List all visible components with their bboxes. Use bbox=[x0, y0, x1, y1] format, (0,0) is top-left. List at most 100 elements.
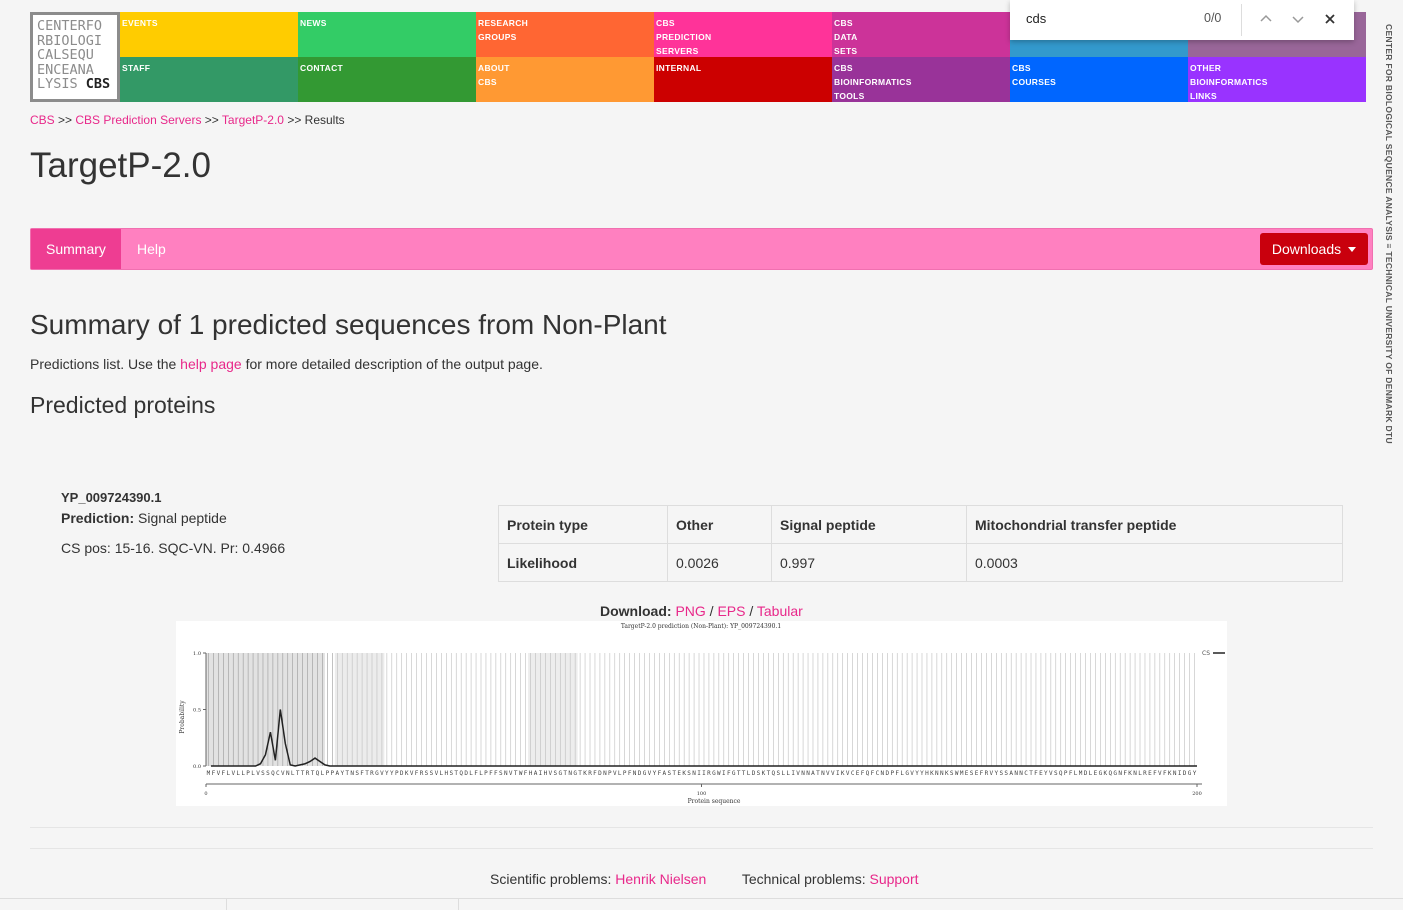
sequence-residue: N bbox=[692, 770, 696, 777]
sequence-residue: E bbox=[1039, 770, 1043, 777]
table-row-label: Likelihood bbox=[498, 543, 668, 582]
sequence-residue: F bbox=[474, 770, 478, 777]
find-divider bbox=[1241, 4, 1242, 36]
download-links: Download: PNG / EPS / Tabular bbox=[600, 603, 803, 619]
sequence-residue: S bbox=[266, 770, 270, 777]
sequence-residue: L bbox=[226, 770, 230, 777]
menu-tile-news[interactable]: News bbox=[298, 12, 476, 57]
sequence-residue: T bbox=[311, 770, 315, 777]
sequence-residue: L bbox=[781, 770, 785, 777]
find-previous-button[interactable] bbox=[1253, 6, 1279, 32]
sequence-residue: K bbox=[583, 770, 587, 777]
intro-text-before: Predictions list. Use the bbox=[30, 356, 181, 372]
table-cell: 0.0003 bbox=[966, 543, 1343, 582]
sequence-residue: D bbox=[638, 770, 642, 777]
find-next-button[interactable] bbox=[1285, 6, 1311, 32]
sequence-residue: F bbox=[1123, 770, 1127, 777]
sequence-residue: K bbox=[682, 770, 686, 777]
sequence-residue: R bbox=[588, 770, 592, 777]
tab-summary[interactable]: Summary bbox=[31, 229, 121, 269]
cbs-logo[interactable]: CENTERFO RBIOLOGI CALSEQU ENCEANA LYSIS … bbox=[30, 12, 120, 102]
breadcrumb-link-targetp[interactable]: TargetP-2.0 bbox=[221, 113, 284, 127]
breadcrumb-separator: >> bbox=[287, 113, 302, 127]
download-png-link[interactable]: PNG bbox=[675, 603, 706, 619]
sequence-residue: I bbox=[697, 770, 701, 777]
sequence-residue: L bbox=[251, 770, 255, 777]
sequence-residue: N bbox=[286, 770, 290, 777]
sequence-residue: G bbox=[573, 770, 577, 777]
chevron-up-icon bbox=[1260, 14, 1272, 22]
sequence-residue: P bbox=[331, 770, 335, 777]
breadcrumb-link-prediction-servers[interactable]: CBS Prediction Servers bbox=[75, 113, 202, 127]
logo-line: ENCEANA bbox=[37, 61, 94, 78]
table-header-cell: Mitochondrial transfer peptide bbox=[966, 505, 1343, 544]
menu-tile-courses[interactable]: CBS Courses bbox=[1010, 57, 1188, 102]
sequence-residue: T bbox=[767, 770, 771, 777]
y-axis-label: Probability bbox=[179, 700, 186, 734]
intro-text: Predictions list. Use the help page for … bbox=[30, 356, 543, 372]
sequence-residue: T bbox=[345, 770, 349, 777]
sequence-residue: N bbox=[1133, 770, 1137, 777]
sequence-residue: Y bbox=[390, 770, 394, 777]
sequence-residue: F bbox=[1163, 770, 1167, 777]
sequence-residue: K bbox=[1128, 770, 1132, 777]
footer: Scientific problems: Henrik Nielsen Tech… bbox=[490, 871, 919, 887]
menu-tile-prediction-servers[interactable]: CBS Prediction Servers bbox=[654, 12, 832, 57]
tab-help[interactable]: Help bbox=[137, 241, 166, 257]
menu-tile-contact[interactable]: Contact bbox=[298, 57, 476, 102]
breadcrumb-link-cbs[interactable]: CBS bbox=[30, 113, 55, 127]
sequence-residue: C bbox=[851, 770, 855, 777]
sequence-residue: V bbox=[256, 770, 260, 777]
find-close-button[interactable] bbox=[1317, 6, 1343, 32]
download-eps-link[interactable]: EPS bbox=[717, 603, 746, 619]
sequence-residue: E bbox=[856, 770, 860, 777]
menu-tile-research-groups[interactable]: Research Groups bbox=[476, 12, 654, 57]
sequence-residue: V bbox=[549, 770, 553, 777]
support-link[interactable]: Support bbox=[869, 871, 919, 887]
sequence-residue: S bbox=[261, 770, 265, 777]
help-page-link[interactable]: help page bbox=[180, 356, 242, 372]
sequence-residue: I bbox=[722, 770, 726, 777]
sequence-residue: E bbox=[677, 770, 681, 777]
sequence-residue: R bbox=[306, 770, 310, 777]
chevron-down-icon bbox=[1292, 16, 1304, 24]
sequence-residue: F bbox=[871, 770, 875, 777]
sequence-residue: R bbox=[370, 770, 374, 777]
download-tabular-link[interactable]: Tabular bbox=[756, 603, 803, 619]
technical-problems-label: Technical problems: bbox=[741, 871, 866, 887]
sequence-residue: H bbox=[529, 770, 533, 777]
sequence-residue: V bbox=[1049, 770, 1053, 777]
sequence-residue: F bbox=[658, 770, 662, 777]
intro-text-after: for more detailed description of the out… bbox=[241, 356, 543, 372]
menu-tile-internal[interactable]: Internal bbox=[654, 57, 832, 102]
sequence-residue: V bbox=[846, 770, 850, 777]
downloads-dropdown-button[interactable]: Downloads bbox=[1259, 233, 1368, 265]
menu-tile-data-sets[interactable]: CBS Data Sets bbox=[832, 12, 1010, 57]
sequence-residue: T bbox=[1029, 770, 1033, 777]
sequence-residue: G bbox=[375, 770, 379, 777]
page-title: TargetP-2.0 bbox=[30, 146, 211, 185]
sequence-residue: N bbox=[940, 770, 944, 777]
sequence-residue: D bbox=[886, 770, 890, 777]
x-tick-label: 0 bbox=[204, 791, 207, 797]
menu-tile-about-cbs[interactable]: About CBS bbox=[476, 57, 654, 102]
find-input[interactable]: cds bbox=[1026, 11, 1047, 26]
sequence-residue: G bbox=[1188, 770, 1192, 777]
bottom-bar-divider bbox=[458, 898, 459, 910]
sequence-residue: L bbox=[479, 770, 483, 777]
menu-tile-staff[interactable]: Staff bbox=[120, 57, 298, 102]
table-header-row: Protein type Other Signal peptide Mitoch… bbox=[498, 505, 1343, 544]
sequence-residue: F bbox=[980, 770, 984, 777]
sequence-residue: N bbox=[935, 770, 939, 777]
menu-tile-other-links[interactable]: Other Bioinformatics Links bbox=[1188, 57, 1366, 102]
sequence-residue: F bbox=[212, 770, 216, 777]
menu-tile-events[interactable]: Events bbox=[120, 12, 298, 57]
sequence-residue: P bbox=[1064, 770, 1068, 777]
sequence-residue: N bbox=[806, 770, 810, 777]
download-separator: / bbox=[749, 603, 754, 619]
sequence-residue: N bbox=[1014, 770, 1018, 777]
henrik-nielsen-link[interactable]: Henrik Nielsen bbox=[615, 871, 707, 887]
sequence-residue: V bbox=[217, 770, 221, 777]
sequence-residue: W bbox=[519, 770, 523, 777]
menu-tile-bioinformatics-tools[interactable]: CBS Bioinformatics Tools bbox=[832, 57, 1010, 102]
